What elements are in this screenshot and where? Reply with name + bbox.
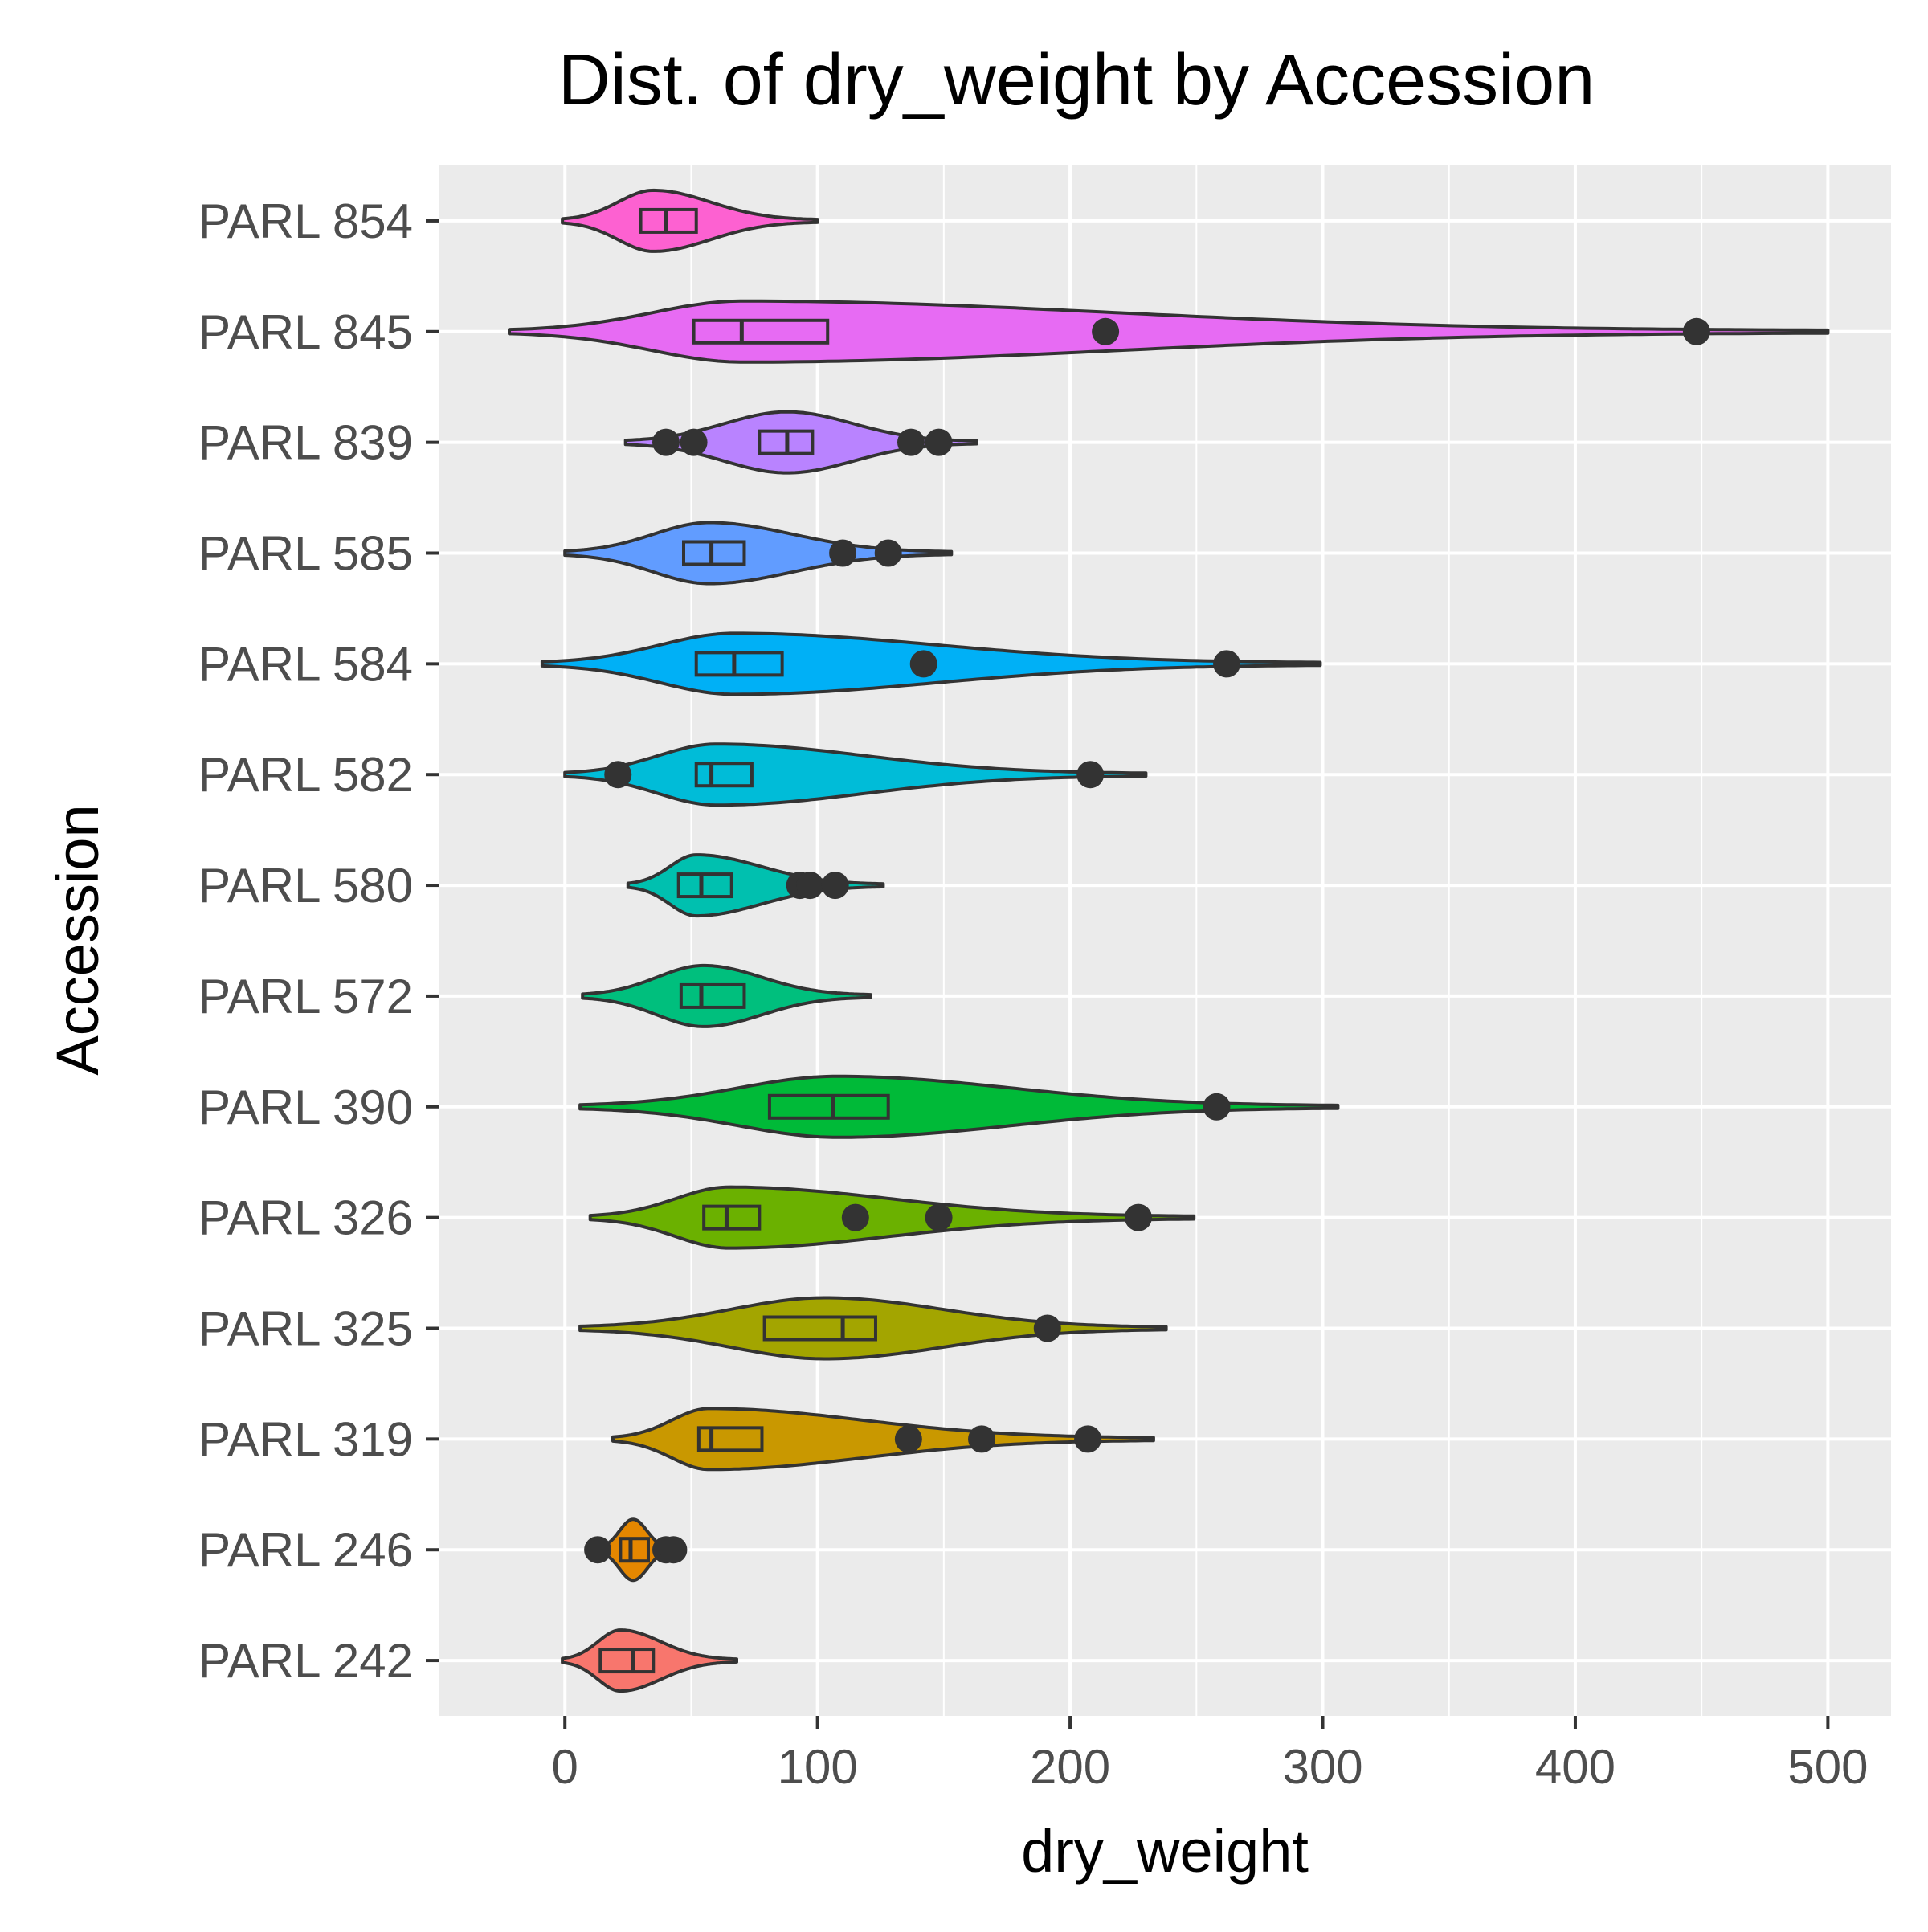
violin-group-parl-246 xyxy=(584,1517,688,1583)
iqr-box xyxy=(619,1537,650,1563)
y-tick-label: PARL 242 xyxy=(198,1634,413,1688)
outlier-point xyxy=(841,1203,869,1231)
axes: PARL 242 PARL 246 PARL 319 PARL 325 PARL 326… xyxy=(198,194,1868,1794)
iqr-box xyxy=(694,651,784,677)
x-tick-label: 0 xyxy=(552,1740,578,1794)
x-tick-label: 300 xyxy=(1282,1740,1362,1794)
outlier-point xyxy=(1033,1314,1061,1342)
iqr-box xyxy=(762,1315,877,1342)
violin-group-parl-326 xyxy=(588,1185,1196,1250)
violin-marks xyxy=(508,188,1830,1693)
violin-body xyxy=(508,299,1830,364)
outlier-point xyxy=(660,1536,688,1564)
y-axis-title: Accession xyxy=(44,804,111,1075)
violin-group-parl-319 xyxy=(611,1407,1155,1472)
plot-panel xyxy=(439,165,1891,1716)
iqr-box xyxy=(696,1426,764,1452)
x-tick-label: 200 xyxy=(1030,1740,1110,1794)
chart-title: Dist. of dry_weight by Accession xyxy=(558,40,1595,120)
y-tick-label: PARL 326 xyxy=(198,1191,413,1245)
violin-group-parl-839 xyxy=(623,410,978,475)
y-tick-label: PARL 585 xyxy=(198,527,413,581)
violin-group-parl-845 xyxy=(508,299,1830,364)
x-axis-title: dry_weight xyxy=(1021,1818,1309,1885)
outlier-point xyxy=(897,428,925,456)
outlier-point xyxy=(680,428,708,456)
outlier-point xyxy=(1124,1203,1152,1231)
violin-group-parl-390 xyxy=(578,1074,1340,1139)
outlier-point xyxy=(1074,1425,1102,1453)
outlier-point xyxy=(652,428,680,456)
outlier-point xyxy=(584,1536,612,1564)
iqr-box xyxy=(682,540,746,566)
outlier-point xyxy=(925,1203,953,1231)
outlier-point xyxy=(894,1425,922,1453)
outlier-point xyxy=(1092,317,1120,345)
violin-group-parl-584 xyxy=(540,631,1322,696)
violin-body xyxy=(563,521,954,586)
violin-group-parl-572 xyxy=(581,963,872,1028)
y-tick-label: PARL 325 xyxy=(198,1302,413,1356)
y-tick-label: PARL 854 xyxy=(198,194,413,248)
iqr-box xyxy=(676,872,733,899)
y-tick-label: PARL 246 xyxy=(198,1523,413,1577)
outlier-point xyxy=(874,539,902,567)
outlier-point xyxy=(829,539,857,567)
outlier-point xyxy=(909,650,937,678)
x-tick-label: 400 xyxy=(1535,1740,1616,1794)
y-tick-label: PARL 580 xyxy=(198,859,413,913)
y-tick-label: PARL 319 xyxy=(198,1412,413,1466)
iqr-box xyxy=(598,1648,656,1674)
iqr-box xyxy=(692,318,830,345)
outlier-point xyxy=(821,872,849,900)
outlier-point xyxy=(1203,1093,1231,1121)
violin-body xyxy=(563,742,1148,807)
y-tick-label: PARL 584 xyxy=(198,637,413,691)
violin-group-parl-580 xyxy=(626,853,885,918)
violin-body xyxy=(588,1185,1196,1250)
x-tick-label: 100 xyxy=(778,1740,858,1794)
y-tick-label: PARL 572 xyxy=(198,970,413,1023)
y-tick-label: PARL 582 xyxy=(198,748,413,802)
y-tick-label: PARL 845 xyxy=(198,305,413,359)
violin-body xyxy=(578,1074,1340,1139)
x-tick-label: 500 xyxy=(1787,1740,1868,1794)
violin-group-parl-585 xyxy=(563,521,954,586)
outlier-point xyxy=(968,1425,996,1453)
iqr-box xyxy=(694,762,754,788)
violin-body xyxy=(626,853,885,918)
outlier-point xyxy=(925,428,953,456)
violin-group-parl-854 xyxy=(561,188,819,253)
outlier-point xyxy=(796,872,824,900)
y-tick-label: PARL 839 xyxy=(198,416,413,470)
violin-group-parl-325 xyxy=(578,1296,1168,1361)
outlier-point xyxy=(604,761,632,789)
violin-group-parl-242 xyxy=(561,1628,738,1693)
outlier-point xyxy=(1213,650,1241,678)
outlier-point xyxy=(1076,761,1105,789)
iqr-box xyxy=(702,1204,762,1231)
iqr-box xyxy=(639,207,698,234)
iqr-box xyxy=(679,982,746,1009)
y-tick-label: PARL 390 xyxy=(198,1080,413,1134)
violin-body xyxy=(611,1407,1155,1472)
outlier-point xyxy=(1682,317,1710,345)
iqr-box xyxy=(767,1093,890,1120)
violin-group-parl-582 xyxy=(563,742,1148,807)
